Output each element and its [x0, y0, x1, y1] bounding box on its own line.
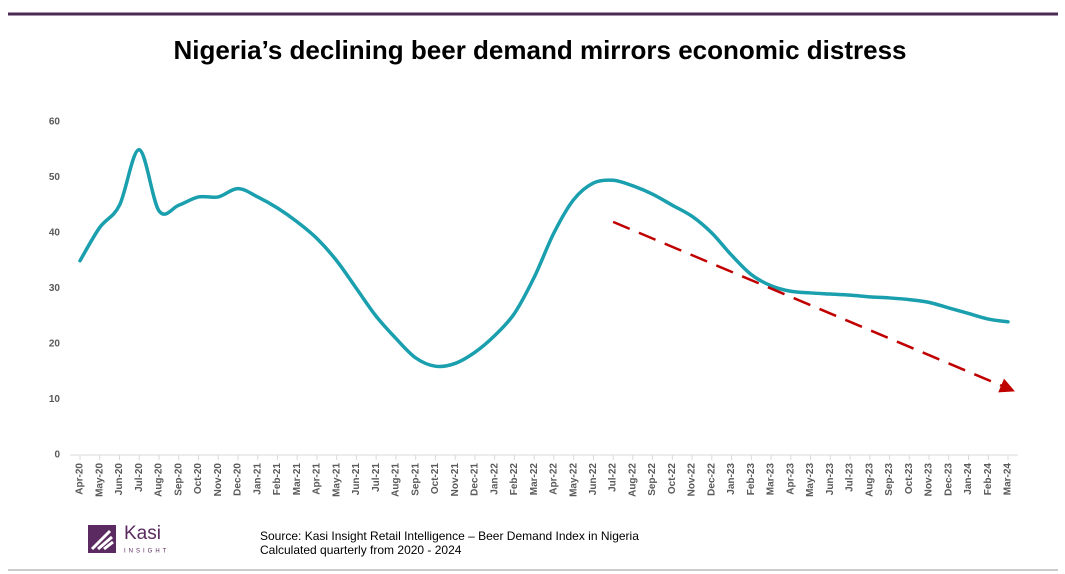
- x-tick-label: Apr-21: [312, 463, 323, 495]
- x-tick-label: Jun-23: [825, 463, 836, 496]
- x-tick-label: Jul-20: [134, 463, 145, 492]
- x-tick-label: Jul-21: [371, 463, 382, 492]
- x-tick-label: Feb-21: [272, 463, 283, 496]
- x-tick-label: May-20: [94, 463, 105, 497]
- x-tick-label: Jan-23: [726, 463, 737, 495]
- x-tick-label: Oct-21: [430, 463, 441, 495]
- logo-name: Kasi: [124, 523, 161, 544]
- x-tick-label: Jul-23: [845, 463, 856, 492]
- y-tick-label: 0: [54, 450, 60, 461]
- source: Source: Kasi Insight Retail Intelligence…: [260, 529, 639, 543]
- x-tick-label: Aug-21: [391, 463, 402, 497]
- logo-mark: [90, 529, 114, 551]
- x-tick-label: Nov-22: [687, 463, 698, 497]
- x-tick-label: Oct-23: [904, 463, 915, 495]
- x-tick-label: Sep-23: [884, 463, 895, 496]
- x-tick-label: Jun-20: [114, 463, 125, 496]
- logo-tagline: INSIGHT: [124, 549, 169, 555]
- x-tick-label: Dec-22: [706, 463, 717, 496]
- x-tick-label: Jan-22: [489, 463, 500, 495]
- y-tick-label: 20: [49, 339, 61, 350]
- logo: [88, 525, 116, 553]
- x-tick-label: Jan-21: [252, 463, 263, 495]
- x-tick-label: Dec-23: [943, 463, 954, 496]
- x-tick-label: Jun-21: [351, 463, 362, 496]
- x-tick-label: May-22: [568, 463, 579, 497]
- x-tick-label: Nov-23: [924, 463, 935, 497]
- x-tick-label: Jul-22: [608, 463, 619, 492]
- y-tick-label: 10: [49, 394, 61, 405]
- x-tick-label: Sep-22: [647, 463, 658, 496]
- x-tick-label: Sep-21: [410, 463, 421, 496]
- source: Calculated quarterly from 2020 - 2024: [260, 543, 462, 557]
- x-tick-label: Feb-24: [983, 463, 994, 496]
- x-tick-label: Oct-20: [193, 463, 204, 495]
- x-tick-label: May-23: [805, 463, 816, 497]
- x-tick-label: Nov-21: [450, 463, 461, 497]
- x-tick-label: Dec-20: [233, 463, 244, 496]
- x-tick-label: Dec-21: [470, 463, 481, 496]
- x-tick-label: Jun-22: [588, 463, 599, 496]
- x-tick-label: Feb-23: [746, 463, 757, 496]
- trend-arrow: [612, 220, 1015, 393]
- x-tick-label: Apr-20: [75, 463, 86, 495]
- x-tick-label: Mar-22: [529, 463, 540, 496]
- y-tick-label: 30: [49, 283, 61, 294]
- x-tick-label: Aug-20: [154, 463, 165, 497]
- x-tick-label: Apr-23: [785, 463, 796, 495]
- x-tick-label: May-21: [331, 463, 342, 497]
- y-tick-label: 40: [49, 228, 61, 239]
- x-tick-label: Mar-21: [292, 463, 303, 496]
- x-tick-label: Sep-20: [173, 463, 184, 496]
- x-tick-label: Feb-22: [509, 463, 520, 496]
- x-tick-label: Nov-20: [213, 463, 224, 497]
- y-tick-label: 60: [49, 117, 61, 128]
- x-tick-label: Oct-22: [667, 463, 678, 495]
- x-tick-label: Apr-22: [549, 463, 560, 495]
- x-tick-label: Aug-23: [864, 463, 875, 497]
- x-tick-label: Mar-24: [1003, 463, 1014, 496]
- y-tick-label: 50: [49, 172, 61, 183]
- x-tick-label: Mar-23: [766, 463, 777, 496]
- x-tick-label: Aug-22: [627, 463, 638, 497]
- chart-title: Nigeria’s declining beer demand mirrors …: [173, 35, 906, 65]
- line: [78, 147, 1010, 369]
- x-tick-label: Jan-24: [963, 463, 974, 495]
